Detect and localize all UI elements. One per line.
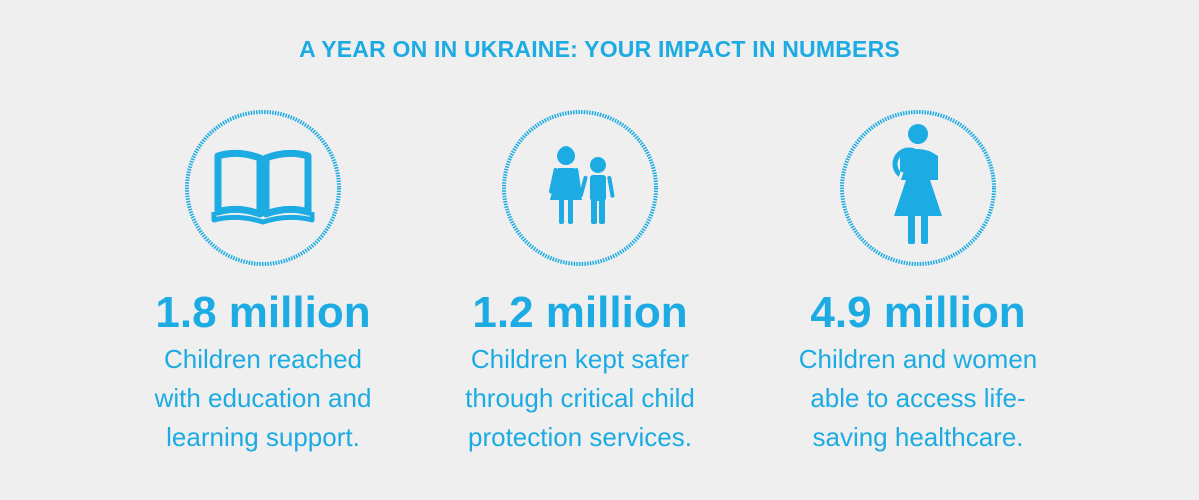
open-book-icon [211,149,315,225]
children-icon [549,146,615,224]
stat-description-line: Children kept safer [470,344,690,374]
page-title: A YEAR ON IN UKRAINE: YOUR IMPACT IN NUM… [299,36,900,62]
stat-education: 1.8 million Children reached with educat… [103,108,423,457]
stat-child-protection: 1.2 million Children kept safer through … [420,108,740,457]
stat-description: Children and women able to access life- … [758,340,1078,457]
stat-value: 1.2 million [472,288,688,337]
stat-description-line: through critical child [465,383,695,413]
icon-ring [185,110,341,266]
stat-description: Children reached with education and lear… [103,340,423,457]
stat-value: 1.8 million [155,288,371,337]
icon-ring [840,110,996,266]
stat-description-line: Children and women [798,344,1038,374]
stat-description-line: with education and [154,383,372,413]
icon-ring [502,110,658,266]
stat-healthcare: 4.9 million Children and women able to a… [758,108,1078,457]
mother-and-baby-icon [892,124,942,244]
stat-description-line: saving healthcare. [812,422,1024,452]
stat-description-line: Children reached [163,344,362,374]
stat-description-line: learning support. [166,422,360,452]
stat-description-line: protection services. [468,422,692,452]
stat-description-line: able to access life- [810,383,1026,413]
stat-value: 4.9 million [810,288,1026,337]
stat-description: Children kept safer through critical chi… [420,340,740,457]
